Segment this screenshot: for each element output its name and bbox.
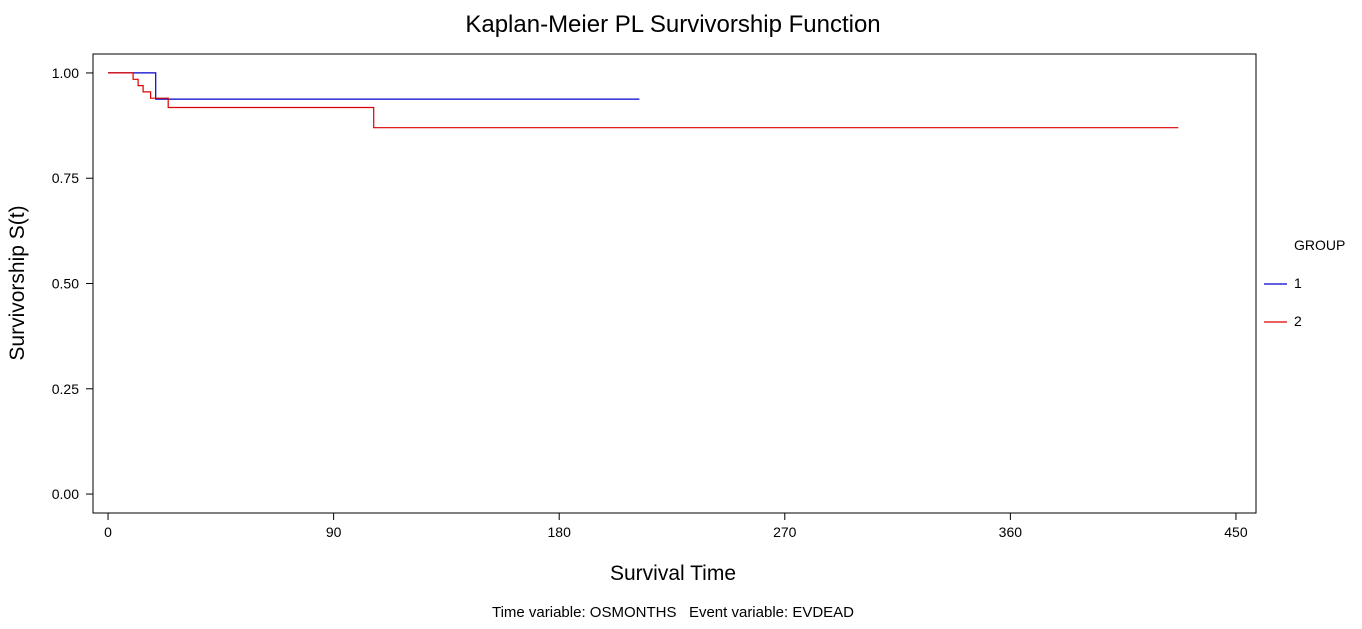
plot-frame: [92, 53, 1257, 514]
series-line-group-2: [108, 72, 1179, 129]
x-tick-label: 270: [773, 524, 797, 540]
y-axis-ticks: 0.00 0.25 0.50 0.75 1.00: [52, 65, 93, 502]
x-axis-label: Survival Time: [610, 562, 736, 585]
x-tick-label: 450: [1224, 524, 1248, 540]
x-tick-label: 0: [104, 524, 112, 540]
x-tick-label: 90: [326, 524, 342, 540]
x-tick-label: 180: [548, 524, 572, 540]
y-tick-label: 0.25: [52, 381, 79, 397]
y-axis-label: Survivorship S(t): [6, 205, 29, 360]
y-tick-label: 1.00: [52, 65, 79, 81]
legend-label-group-1: 1: [1294, 275, 1302, 291]
y-tick-label: 0.00: [52, 486, 79, 502]
series-line-group-1: [108, 72, 640, 100]
chart-title: Kaplan-Meier PL Survivorship Function: [465, 11, 880, 38]
footnote: Time variable: OSMONTHS Event variable: …: [492, 604, 854, 621]
legend: GROUP 12: [1264, 237, 1345, 329]
x-axis-ticks: 0 90 180 270 360 450: [104, 513, 1248, 540]
y-tick-label: 0.50: [52, 276, 79, 292]
legend-label-group-2: 2: [1294, 313, 1302, 329]
series-lines: [108, 72, 1179, 129]
legend-title: GROUP: [1294, 237, 1345, 253]
x-tick-label: 360: [999, 524, 1023, 540]
y-tick-label: 0.75: [52, 170, 79, 186]
legend-items: 12: [1264, 275, 1302, 329]
